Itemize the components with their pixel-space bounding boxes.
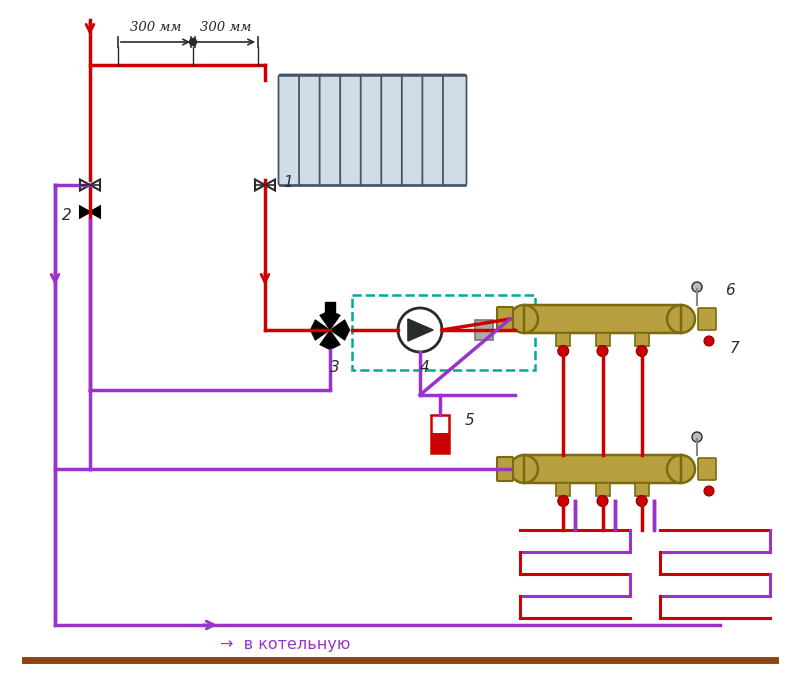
Polygon shape [90, 207, 100, 217]
FancyBboxPatch shape [361, 74, 384, 185]
Polygon shape [265, 180, 275, 190]
Bar [431, 415, 449, 453]
Circle shape [510, 305, 538, 333]
FancyBboxPatch shape [497, 307, 513, 331]
Bar [325, 302, 335, 312]
FancyBboxPatch shape [299, 74, 322, 185]
FancyBboxPatch shape [524, 455, 681, 483]
Text: 5: 5 [465, 412, 474, 428]
Circle shape [558, 496, 569, 507]
Polygon shape [330, 320, 350, 340]
Circle shape [597, 496, 608, 507]
Polygon shape [80, 207, 90, 217]
Polygon shape [90, 180, 100, 190]
Circle shape [692, 282, 702, 292]
FancyBboxPatch shape [382, 74, 405, 185]
FancyBboxPatch shape [595, 483, 610, 496]
FancyBboxPatch shape [595, 333, 610, 346]
FancyBboxPatch shape [698, 308, 716, 330]
Text: →  в котельную: → в котельную [220, 638, 350, 652]
Circle shape [704, 486, 714, 496]
Polygon shape [408, 319, 434, 341]
FancyBboxPatch shape [556, 333, 570, 346]
Bar [352, 295, 535, 370]
Polygon shape [320, 330, 340, 350]
FancyBboxPatch shape [698, 458, 716, 480]
Circle shape [190, 38, 197, 46]
Bar [431, 433, 449, 453]
Circle shape [558, 346, 569, 357]
Polygon shape [310, 320, 330, 340]
FancyBboxPatch shape [422, 74, 446, 185]
Polygon shape [80, 180, 90, 190]
Text: 3: 3 [330, 360, 340, 375]
FancyBboxPatch shape [340, 74, 364, 185]
FancyBboxPatch shape [320, 74, 343, 185]
Text: 300 мм: 300 мм [130, 21, 181, 34]
Text: 300 мм: 300 мм [200, 21, 251, 34]
Circle shape [636, 496, 647, 507]
Circle shape [597, 346, 608, 357]
FancyBboxPatch shape [497, 457, 513, 481]
FancyBboxPatch shape [634, 333, 649, 346]
Circle shape [692, 432, 702, 442]
Text: 4: 4 [420, 360, 430, 375]
Circle shape [510, 455, 538, 483]
FancyBboxPatch shape [278, 74, 302, 185]
Circle shape [667, 455, 695, 483]
Circle shape [398, 308, 442, 352]
FancyBboxPatch shape [524, 305, 681, 333]
Text: 7: 7 [730, 341, 740, 355]
FancyBboxPatch shape [634, 483, 649, 496]
FancyBboxPatch shape [402, 74, 426, 185]
Text: 1: 1 [283, 174, 293, 189]
Circle shape [704, 336, 714, 346]
Circle shape [636, 346, 647, 357]
FancyBboxPatch shape [556, 483, 570, 496]
Polygon shape [255, 180, 265, 190]
Bar [475, 320, 493, 340]
Circle shape [667, 305, 695, 333]
Polygon shape [320, 310, 340, 330]
Text: 6: 6 [725, 282, 734, 298]
Text: 2: 2 [62, 208, 72, 223]
FancyBboxPatch shape [443, 74, 466, 185]
